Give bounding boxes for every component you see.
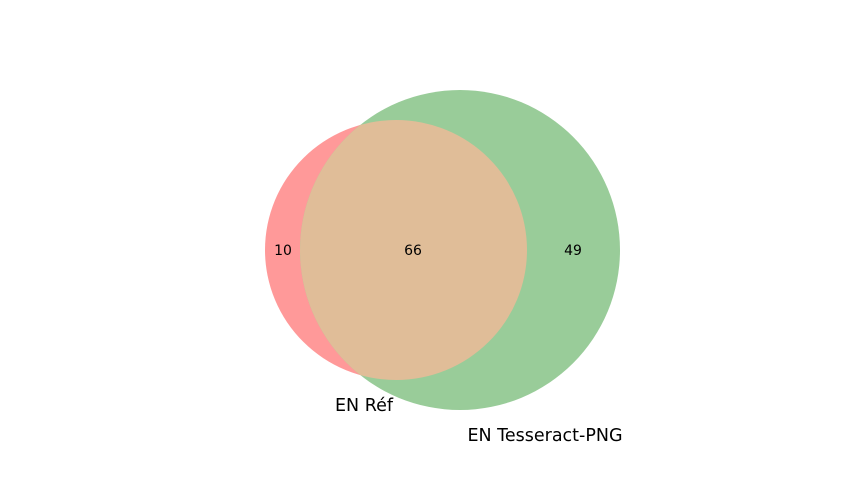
set-a-label: EN Réf (335, 396, 394, 416)
only-a-count: 10 (274, 243, 292, 259)
intersection-region (300, 120, 527, 380)
intersection-count: 66 (404, 243, 422, 259)
only-b-count: 49 (564, 243, 582, 259)
set-b-label: EN Tesseract-PNG (467, 426, 622, 446)
